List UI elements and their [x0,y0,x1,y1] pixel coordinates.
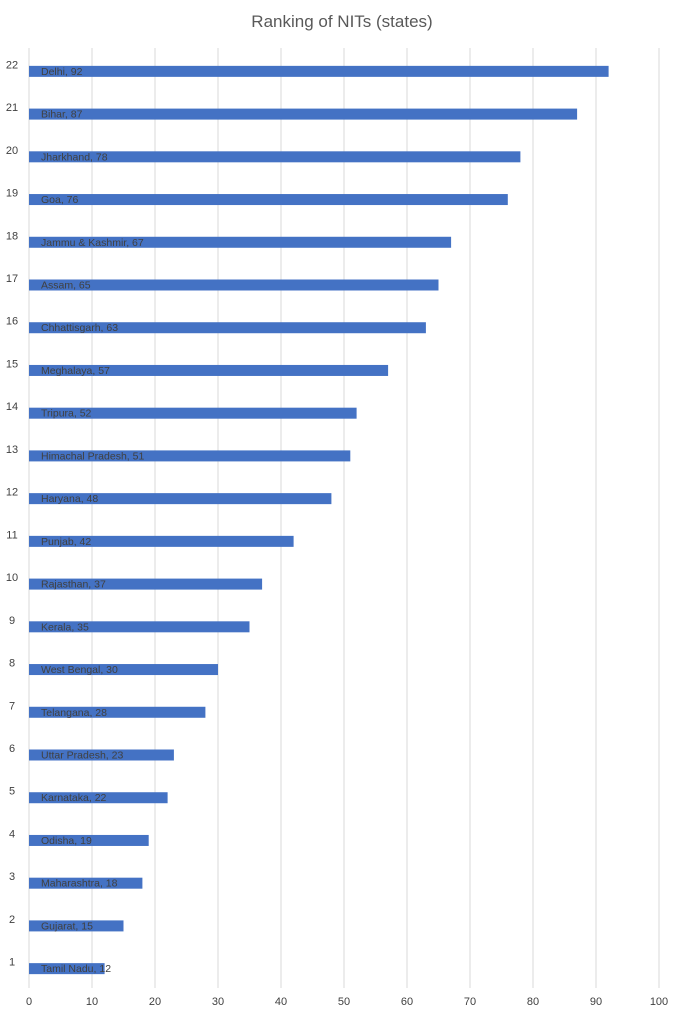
data-label: Rajasthan, 37 [41,579,106,591]
data-label: Odisha, 19 [41,835,92,847]
bar [29,322,426,334]
x-tick-label: 90 [590,996,602,1008]
x-tick-label: 40 [275,996,287,1008]
data-label: Bihar, 87 [41,109,83,121]
bar [29,834,149,846]
x-tick-label: 30 [212,996,224,1008]
data-label: West Bengal, 30 [41,664,118,676]
bar [29,65,609,77]
chart-title: Ranking of NITs (states) [251,12,432,31]
data-label: Himachal Pradesh, 51 [41,450,144,462]
bars [29,65,609,975]
data-label: Goa, 76 [41,194,79,206]
data-label: Gujarat, 15 [41,920,93,932]
y-tick-label: 22 [6,59,18,71]
data-label: Maharashtra, 18 [41,878,118,890]
bar [29,749,174,761]
data-label: Assam, 65 [41,280,91,292]
data-label: Haryana, 48 [41,493,98,505]
data-label: Uttar Pradesh, 23 [41,750,123,762]
y-tick-label: 12 [6,487,18,499]
bar [29,920,124,932]
gridlines [28,48,660,988]
bar [29,151,521,163]
data-label: Kerala, 35 [41,621,89,633]
y-tick-label: 19 [6,188,18,200]
bar [29,279,439,291]
data-label: Karnataka, 22 [41,792,107,804]
x-axis: 0 10 20 30 40 50 60 70 80 90 100 [26,996,668,1008]
y-tick-label: 4 [9,828,15,840]
bar [29,493,332,505]
y-tick-label: 9 [9,615,15,627]
bar [29,877,143,889]
y-tick-label: 3 [9,871,15,883]
y-tick-label: 17 [6,273,18,285]
x-tick-label: 100 [650,996,668,1008]
y-tick-label: 20 [6,145,18,157]
bar [29,535,294,547]
y-tick-label: 13 [6,444,18,456]
bar [29,236,452,248]
bar [29,108,578,120]
data-label: Jharkhand, 78 [41,151,108,163]
x-tick-label: 0 [26,996,32,1008]
x-tick-label: 20 [149,996,161,1008]
bar [29,450,351,462]
data-label: Telangana, 28 [41,707,107,719]
data-labels: Tamil Nadu, 12 Gujarat, 15 Maharashtra, 18… [41,66,144,975]
data-label: Punjab, 42 [41,536,91,548]
x-tick-label: 70 [464,996,476,1008]
data-label: Tripura, 52 [41,408,92,420]
bar [29,664,218,676]
y-tick-label: 11 [6,529,17,541]
bar [29,706,206,718]
y-tick-label: 6 [9,743,15,755]
x-tick-label: 50 [338,996,350,1008]
data-label: Meghalaya, 57 [41,365,110,377]
data-label: Jammu & Kashmir, 67 [41,237,144,249]
data-label: Tamil Nadu, 12 [41,963,111,975]
y-tick-label: 8 [9,658,15,670]
bar [29,364,389,376]
bar [29,407,357,419]
data-label: Delhi, 92 [41,66,83,78]
y-tick-label: 15 [6,358,18,370]
y-tick-label: 7 [9,700,15,712]
y-tick-label: 16 [6,316,18,328]
x-tick-label: 80 [527,996,539,1008]
y-tick-label: 2 [9,914,15,926]
y-tick-label: 18 [6,230,18,242]
bar [29,792,168,804]
y-tick-label: 1 [9,957,15,969]
y-tick-label: 5 [9,786,15,798]
bar [29,963,105,975]
x-tick-label: 10 [86,996,98,1008]
y-tick-label: 14 [6,401,18,413]
bar [29,194,508,206]
bar [29,621,250,633]
bar [29,578,263,590]
y-tick-label: 21 [6,102,18,114]
data-label: Chhattisgarh, 63 [41,322,118,334]
x-tick-label: 60 [401,996,413,1008]
y-tick-label: 10 [6,572,18,584]
